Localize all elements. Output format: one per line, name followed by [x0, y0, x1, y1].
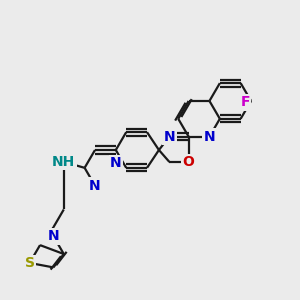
Text: N: N	[110, 156, 122, 170]
Text: O: O	[183, 155, 195, 169]
Text: F: F	[240, 95, 250, 110]
Text: NH: NH	[52, 155, 75, 169]
Text: S: S	[25, 256, 34, 270]
Text: N: N	[89, 179, 101, 193]
Text: N: N	[164, 130, 175, 144]
Text: N: N	[204, 130, 215, 144]
Text: N: N	[48, 229, 59, 243]
